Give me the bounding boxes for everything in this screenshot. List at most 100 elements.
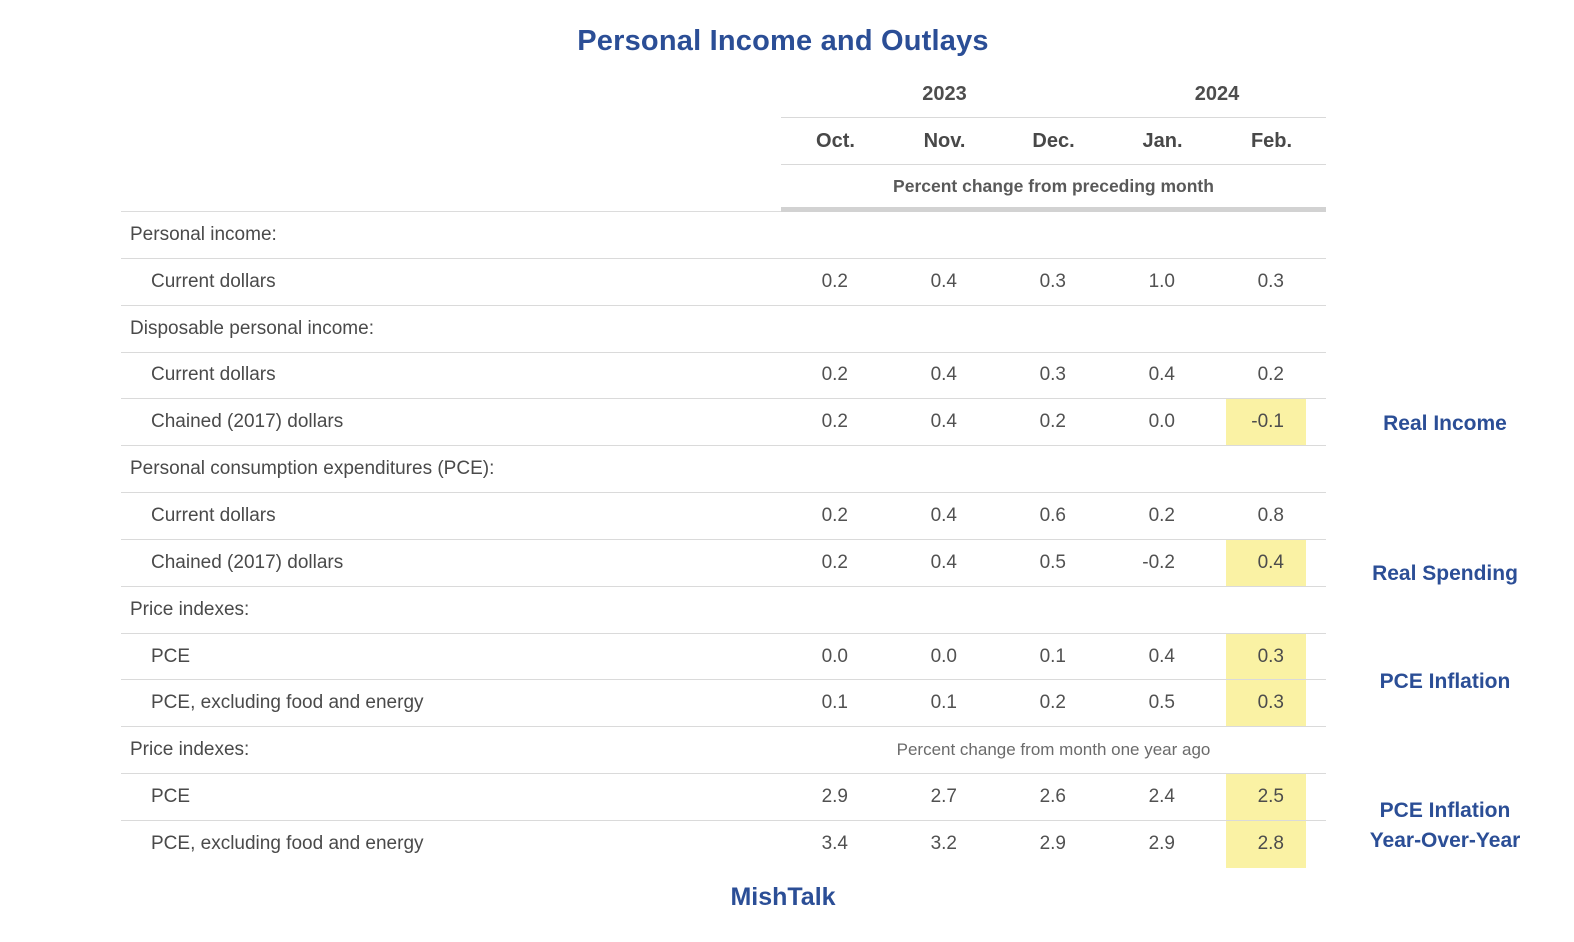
highlight-box: 0.4 — [1226, 539, 1306, 586]
unit-note-text: Percent change from preceding month — [893, 175, 1214, 196]
source-label: MishTalk — [730, 883, 836, 911]
year-2023-header: 2023 — [922, 83, 967, 105]
year-header-row: 2023 2024 — [121, 71, 1326, 118]
value-cell: 0.3 — [1039, 364, 1066, 386]
value-cell: 0.1 — [1039, 645, 1066, 667]
value-cell: 0.6 — [1039, 504, 1066, 526]
value-cell: 1.0 — [1148, 270, 1175, 292]
section-label: Personal consumption expenditures (PCE): — [130, 458, 495, 480]
month-header-jan: Jan. — [1142, 129, 1183, 152]
highlight-box: 2.5 — [1226, 774, 1306, 820]
page-title: Personal Income and Outlays — [577, 25, 989, 57]
value-cell: 0.2 — [1039, 692, 1066, 714]
value-cell: 2.9 — [1039, 833, 1066, 855]
value-cell: 2.9 — [1148, 833, 1175, 855]
annotation-pce-inflation: PCE Inflation — [1379, 670, 1511, 693]
section-label: Price indexes: — [130, 598, 250, 620]
value-cell: 0.5 — [1148, 692, 1175, 714]
value-cell: 3.2 — [930, 833, 957, 855]
row-label: Chained (2017) dollars — [151, 551, 344, 573]
year-underline-row — [121, 71, 1326, 118]
month-header-cells: Oct. Nov. Dec. Jan. Feb. — [781, 118, 1326, 165]
unit-note-row: Percent change from preceding month — [121, 165, 1326, 212]
annotation-pce-inflation-yoy: PCE Inflation Year-Over-Year — [1330, 796, 1560, 856]
value-cell: 0.5 — [1039, 551, 1066, 573]
row-label: PCE, excluding food and energy — [151, 833, 424, 855]
value-cell: 0.0 — [821, 645, 848, 667]
table-row-section: Price indexes: — [121, 587, 1326, 634]
table-row: PCE 2.9 2.7 2.6 2.4 2.5 — [121, 774, 1326, 821]
annotation-real-spending: Real Spending — [1372, 562, 1518, 585]
row-label: PCE — [151, 645, 191, 667]
row-label: Current dollars — [151, 504, 276, 526]
value-cell: 0.2 — [821, 504, 848, 526]
section-label: Price indexes: — [130, 739, 250, 761]
value-cell: 0.2 — [1148, 504, 1175, 526]
value-cell: 0.4 — [930, 364, 957, 386]
value-cell: 0.4 — [930, 504, 957, 526]
section-label: Disposable personal income: — [130, 317, 374, 339]
value-cell-highlighted: 0.4 — [1217, 539, 1326, 586]
header-label-spacer — [121, 118, 781, 165]
value-cell: 2.4 — [1148, 786, 1175, 808]
value-cell: 0.3 — [1257, 270, 1284, 292]
year-2024-header: 2024 — [1194, 83, 1240, 105]
row-label: Current dollars — [151, 270, 276, 292]
section-label: Personal income: — [130, 223, 277, 245]
table-row: Current dollars 0.2 0.4 0.3 0.4 0.2 — [121, 353, 1326, 400]
table-row: PCE 0.0 0.0 0.1 0.4 0.3 — [121, 633, 1326, 681]
value-cell: 0.4 — [930, 551, 957, 573]
table-row: Chained (2017) dollars 0.2 0.4 0.5 -0.2 … — [121, 539, 1326, 587]
highlight-box: 0.3 — [1226, 633, 1306, 680]
income-outlays-table: 2023 2024 Oct. Nov. Dec. Jan. Feb. Perce… — [121, 71, 1326, 868]
row-label: PCE, excluding food and energy — [151, 692, 424, 714]
annotation-line-1: PCE Inflation — [1379, 799, 1511, 822]
table-row: Current dollars 0.2 0.4 0.3 1.0 0.3 — [121, 259, 1326, 306]
highlight-box: -0.1 — [1226, 399, 1306, 446]
year-underline — [781, 71, 1326, 118]
value-cell: 0.3 — [1039, 270, 1066, 292]
value-cell-highlighted: -0.1 — [1217, 399, 1326, 446]
value-cell: 2.7 — [930, 786, 957, 808]
value-cell: 0.4 — [1148, 364, 1175, 386]
value-cell: 0.2 — [1257, 364, 1284, 386]
value-cell: 0.0 — [1148, 411, 1175, 433]
table-row-section: Disposable personal income: — [121, 306, 1326, 353]
value-cell: 0.2 — [821, 364, 848, 386]
value-cell: 0.2 — [821, 270, 848, 292]
row-label: Current dollars — [151, 364, 276, 386]
value-cell: 2.6 — [1039, 786, 1066, 808]
value-cell: 0.1 — [930, 692, 957, 714]
unit-note-year-ago: Percent change from month one year ago — [896, 740, 1211, 760]
annotation-real-income: Real Income — [1383, 412, 1507, 435]
month-header-oct: Oct. — [816, 129, 855, 152]
value-cell: 0.2 — [1039, 411, 1066, 433]
row-label: PCE — [151, 786, 191, 808]
table-row: Chained (2017) dollars 0.2 0.4 0.2 0.0 -… — [121, 399, 1326, 447]
value-cell: 0.4 — [930, 270, 957, 292]
highlight-box: 0.3 — [1226, 680, 1306, 727]
table-row: PCE, excluding food and energy 3.4 3.2 2… — [121, 820, 1326, 868]
table-row-section: Price indexes: Percent change from month… — [121, 727, 1326, 775]
month-header-nov: Nov. — [923, 129, 966, 152]
value-cell: 0.4 — [930, 411, 957, 433]
annotation-line-2: Year-Over-Year — [1369, 829, 1521, 852]
value-cell: 0.1 — [821, 692, 848, 714]
value-cell: 0.2 — [821, 551, 848, 573]
value-cell: 0.4 — [1148, 645, 1175, 667]
value-cell-highlighted: 0.3 — [1217, 633, 1326, 680]
month-header-row: Oct. Nov. Dec. Jan. Feb. — [121, 118, 1326, 165]
year-header-cells: 2023 2024 — [781, 71, 1326, 118]
table-row-section: Personal consumption expenditures (PCE): — [121, 446, 1326, 494]
month-header-dec: Dec. — [1032, 129, 1075, 152]
value-cell: 0.8 — [1257, 504, 1284, 526]
value-cell-highlighted: 0.3 — [1217, 680, 1326, 727]
table-row: Current dollars 0.2 0.4 0.6 0.2 0.8 — [121, 493, 1326, 540]
header-label-spacer — [121, 165, 781, 212]
value-cell-highlighted: 2.8 — [1217, 820, 1326, 868]
value-cell: 3.4 — [821, 833, 848, 855]
highlight-box: 2.8 — [1226, 820, 1306, 868]
unit-note-cell: Percent change from preceding month — [781, 165, 1326, 212]
value-cell: 0.2 — [821, 411, 848, 433]
